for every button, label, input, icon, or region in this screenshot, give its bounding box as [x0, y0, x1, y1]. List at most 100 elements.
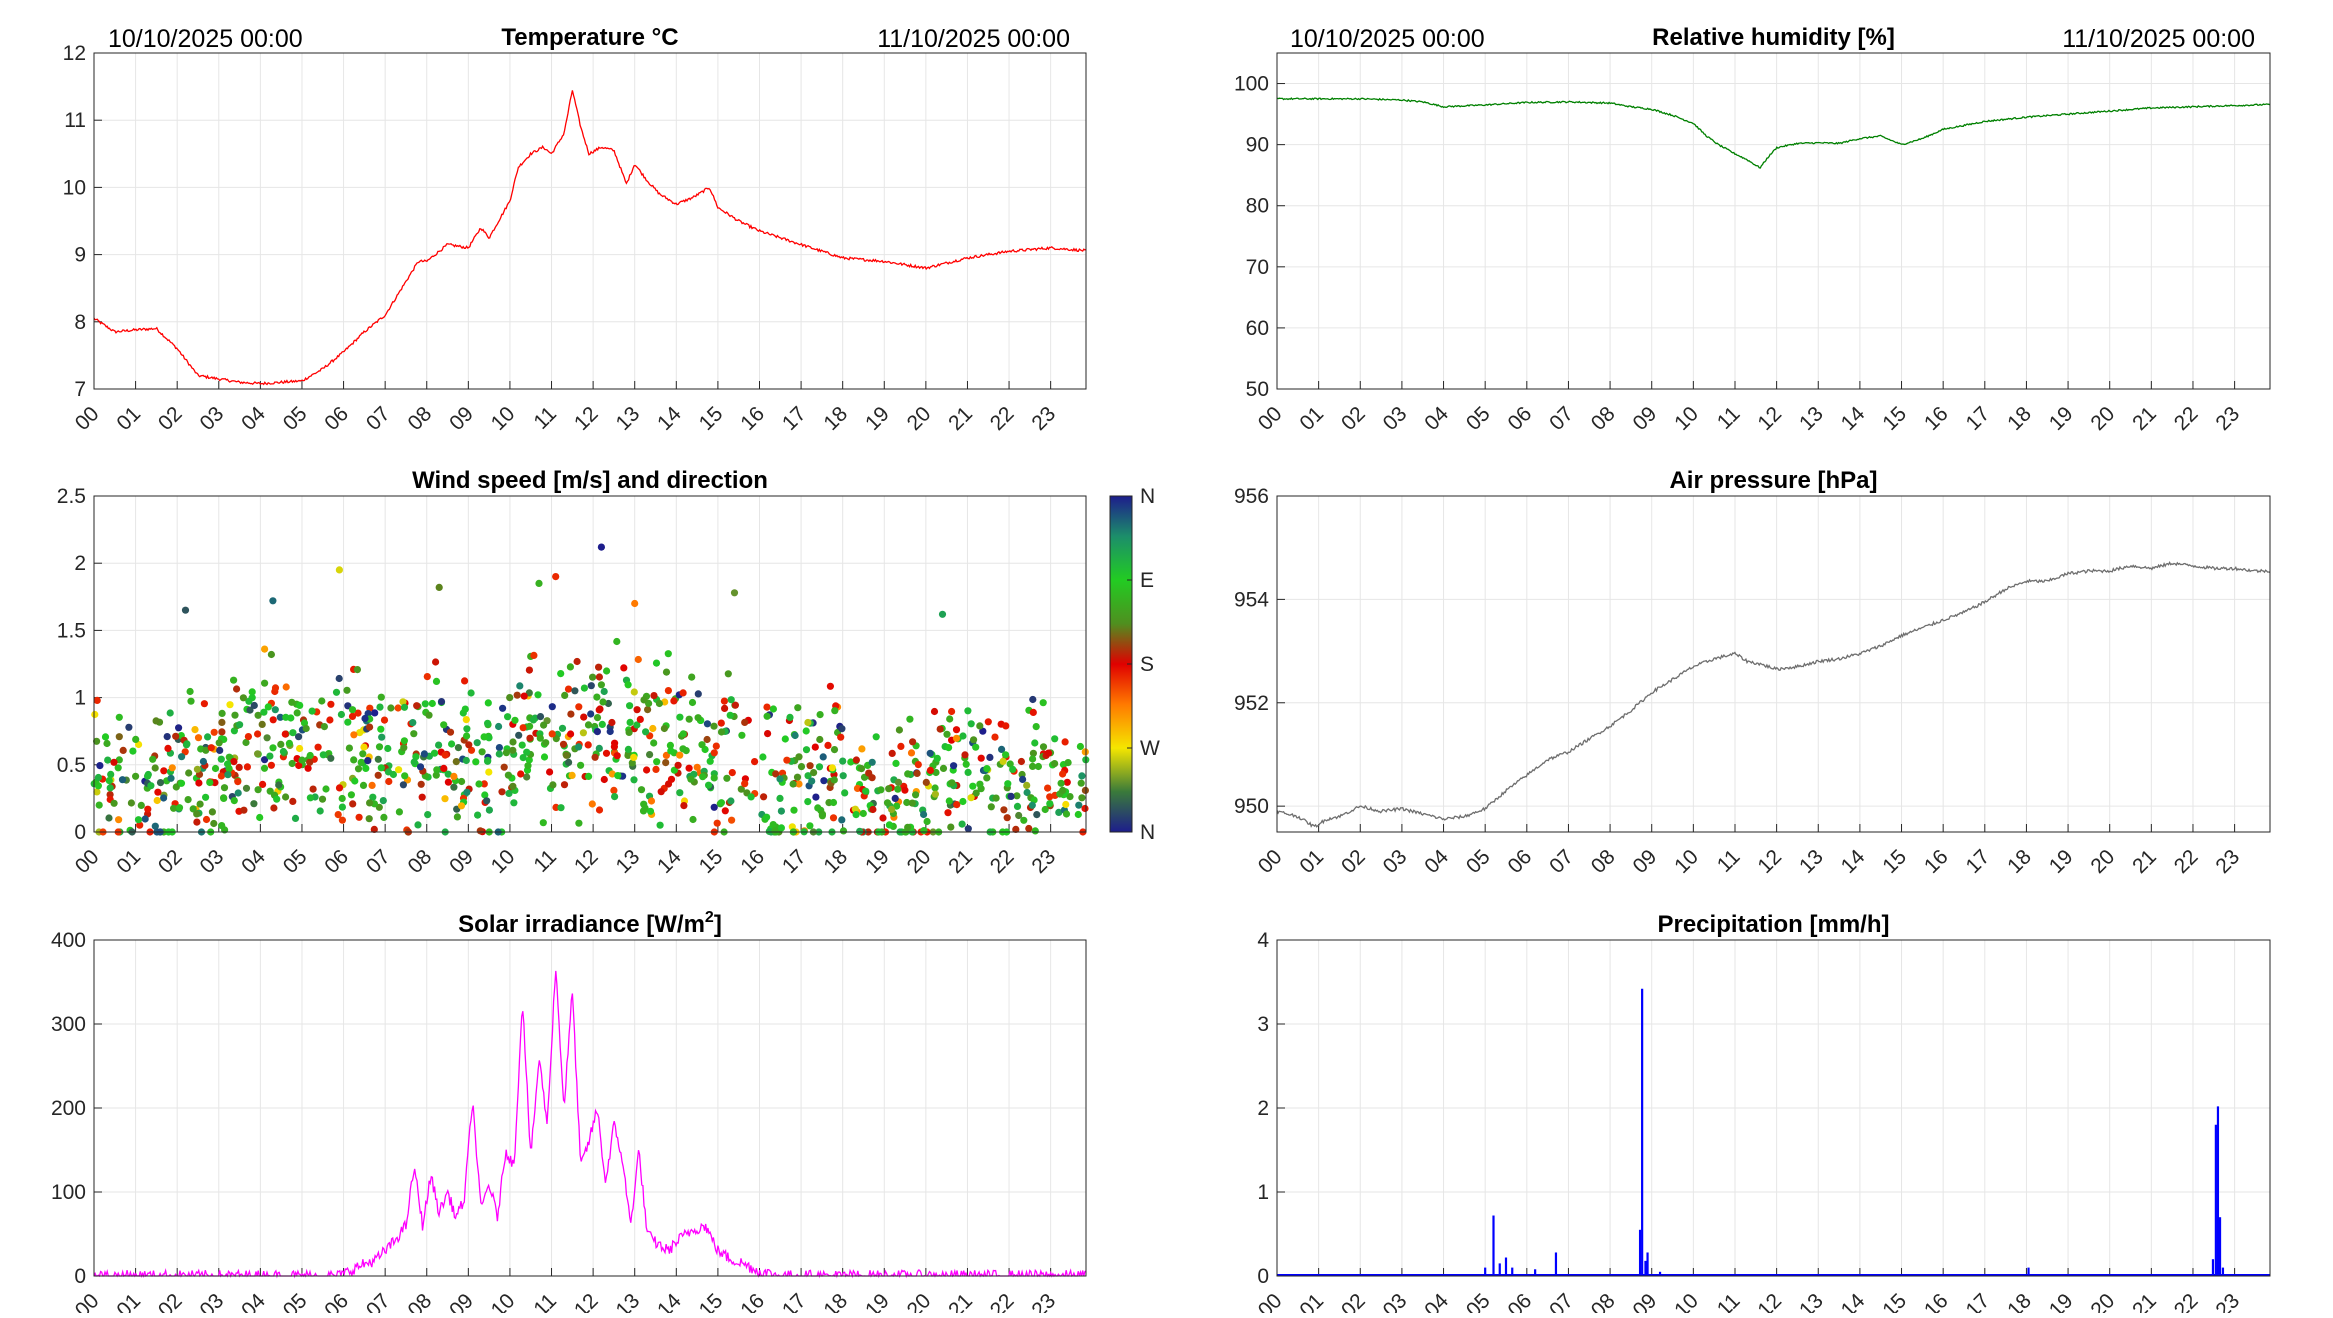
precipitation-ytick-label: 3	[1257, 1013, 1269, 1036]
wind-point	[912, 791, 920, 799]
wind-point	[984, 718, 992, 726]
wind-point	[859, 809, 867, 818]
temperature-series-line	[93, 90, 1087, 386]
wind-point	[453, 813, 461, 821]
precipitation-xtick-label: 04	[1420, 1289, 1453, 1313]
wind-point	[300, 719, 309, 727]
wind-point	[608, 770, 616, 778]
wind-point	[184, 796, 192, 804]
wind-point	[909, 738, 917, 746]
wind-point	[589, 673, 597, 681]
wind-point	[495, 722, 503, 731]
wind-point	[776, 775, 784, 783]
wind-point	[802, 746, 811, 754]
wind-point	[869, 805, 877, 814]
wind-point	[712, 742, 720, 750]
wind-point	[597, 543, 606, 551]
wind-point	[667, 747, 675, 755]
wind-point	[254, 750, 262, 758]
temperature-xtick-label: 06	[320, 402, 353, 435]
wind-point	[230, 797, 238, 805]
wind-point	[1081, 786, 1089, 795]
wind-point	[596, 705, 604, 713]
wind-point	[524, 762, 532, 770]
wind-point	[588, 800, 596, 808]
wind-point	[516, 682, 524, 690]
wind-point	[509, 746, 517, 754]
wind-point	[763, 813, 771, 821]
wind-point	[977, 754, 985, 762]
wind-point	[141, 815, 149, 823]
wind-point	[433, 766, 441, 774]
solar-xtick-label: 02	[154, 1289, 187, 1313]
humidity-xtick-label: 16	[1920, 402, 1953, 435]
precipitation-ytick-label: 1	[1257, 1181, 1269, 1204]
wind-point	[1057, 779, 1065, 787]
wind-point	[95, 801, 103, 809]
wind-point	[865, 769, 873, 777]
wind-point	[362, 764, 370, 773]
pressure-xtick-label: 17	[1962, 845, 1995, 878]
wind-point	[830, 746, 839, 754]
pressure-xtick-label: 21	[2128, 845, 2161, 878]
wind-point	[450, 783, 458, 791]
wind-colorbar-label: S	[1140, 653, 1154, 676]
wind-point	[783, 756, 791, 764]
wind-point	[484, 756, 492, 765]
wind-point	[1023, 788, 1031, 797]
wind-point	[628, 759, 636, 767]
temperature-xtick-label: 05	[279, 402, 312, 435]
wind-point	[901, 786, 909, 794]
wind-point	[308, 707, 316, 715]
wind-point	[510, 799, 518, 807]
wind-point	[461, 705, 469, 713]
wind-point	[720, 697, 729, 705]
wind-point	[370, 825, 378, 834]
wind-point	[633, 706, 641, 714]
wind-point	[288, 698, 296, 706]
wind-ytick-label: 0	[74, 821, 86, 844]
pressure-ytick-label: 956	[1234, 485, 1269, 508]
wind-point	[172, 732, 180, 740]
wind-point	[478, 748, 486, 756]
solar-xtick-label: 03	[196, 1289, 229, 1313]
wind-point	[288, 759, 296, 768]
wind-point	[271, 684, 280, 692]
temperature-xtick-label: 12	[570, 402, 603, 435]
wind-point	[1015, 811, 1023, 820]
wind-point	[366, 799, 374, 807]
wind-point	[529, 716, 538, 724]
humidity-xtick-label: 17	[1962, 402, 1995, 435]
wind-point	[705, 781, 713, 789]
wind-point	[1039, 699, 1047, 707]
wind-point	[636, 715, 644, 724]
wind-point	[713, 819, 721, 827]
precipitation-xtick-label: 08	[1587, 1289, 1620, 1313]
wind-point	[810, 769, 818, 777]
humidity-xtick-label: 15	[1878, 402, 1911, 435]
wind-point	[351, 777, 359, 785]
wind-point	[789, 780, 797, 788]
wind-point	[630, 776, 638, 784]
wind-xtick-label: 09	[445, 845, 478, 878]
wind-xtick-label: 01	[112, 845, 145, 878]
wind-point	[685, 715, 693, 723]
wind-point	[1007, 792, 1015, 801]
wind-point	[852, 756, 861, 764]
wind-point	[208, 808, 216, 816]
wind-title: Wind speed [m/s] and direction	[412, 467, 768, 494]
humidity-xtick-label: 21	[2128, 402, 2161, 435]
wind-point	[620, 664, 628, 672]
wind-point	[637, 786, 646, 794]
temperature-xtick-label: 13	[611, 402, 644, 435]
wind-point	[938, 610, 947, 618]
wind-point	[795, 780, 803, 788]
wind-point	[316, 807, 324, 815]
wind-point	[114, 764, 122, 772]
wind-point	[1074, 810, 1082, 819]
wind-point	[175, 804, 184, 812]
pressure-xtick-label: 11	[1713, 845, 1745, 877]
wind-point	[338, 794, 346, 803]
wind-point	[530, 651, 538, 660]
wind-point	[430, 749, 439, 757]
